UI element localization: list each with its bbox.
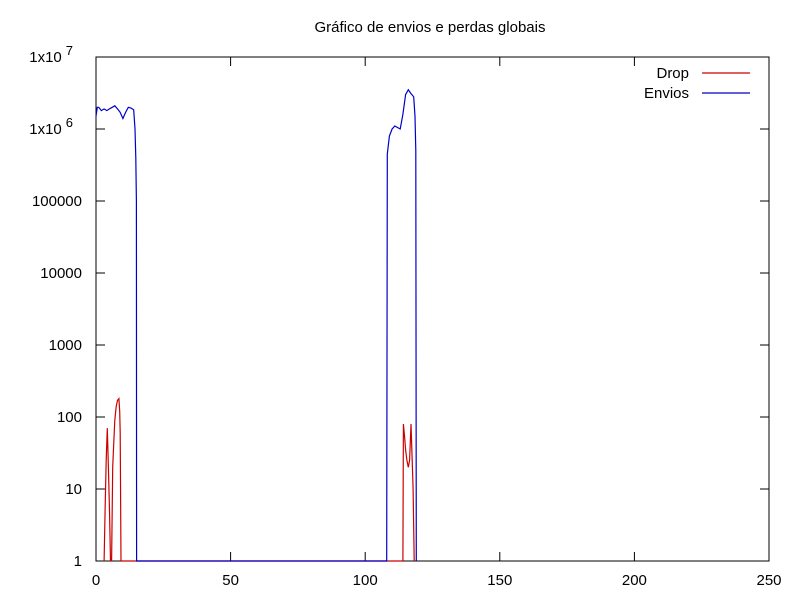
x-axis: 0 50 100 150 200 250 [92,57,782,589]
series-line-drop [103,396,415,562]
legend-label-envios: Envios [644,85,689,102]
y-tick-label: 1x10 7 [29,43,73,66]
x-tick-label: 100 [353,572,378,589]
y-tick-base: 1000 [49,337,82,354]
y-tick-exponent: 7 [66,43,73,58]
x-tick-label: 150 [487,572,512,589]
legend-label-drop: Drop [656,65,689,82]
y-tick-label: 1 [74,553,82,570]
x-tick-label: 0 [92,572,100,589]
series-line-envios [95,88,417,562]
plot-frame [95,56,770,562]
series-layer [95,88,417,562]
y-tick-base: 100 [57,409,82,426]
y-axis: 1 10 100 1000 10000 100000 1x10 6 1x10 7 [29,43,769,570]
y-tick-label: 100 [57,409,82,426]
y-tick-base: 1x10 [29,49,62,66]
y-tick-label: 1000 [49,337,82,354]
x-tick-label: 250 [756,572,781,589]
y-tick-base: 1 [74,553,82,570]
y-tick-label: 10 [65,481,82,498]
y-tick-base: 100000 [32,193,82,210]
y-tick-label: 1x10 6 [29,115,73,138]
y-tick-base: 1x10 [29,121,62,138]
y-tick-base: 10000 [40,265,82,282]
y-tick-label: 10000 [40,265,82,282]
y-tick-label: 100000 [32,193,82,210]
y-tick-exponent: 6 [66,115,73,130]
legend: Drop Envios [644,65,750,102]
x-tick-label: 50 [222,572,239,589]
chart-title: Gráfico de envios e perdas globais [315,19,546,36]
x-tick-label: 200 [622,572,647,589]
y-tick-base: 10 [65,481,82,498]
